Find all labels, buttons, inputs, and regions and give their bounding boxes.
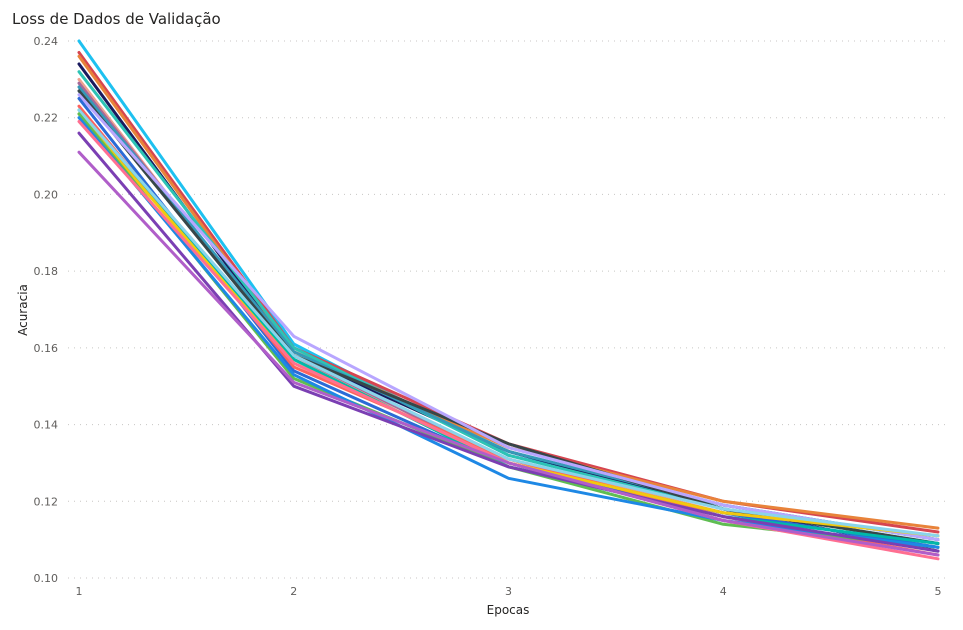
y-axis-ticks: 0.10 0.12 0.14 0.16 0.18 0.20 0.22 0.24 xyxy=(34,35,59,585)
series-line-8 xyxy=(77,85,940,542)
series-line-14 xyxy=(77,112,940,538)
y-tick-label: 0.24 xyxy=(34,35,59,48)
x-axis-ticks: 1 2 3 4 5 xyxy=(76,585,942,598)
series-line-5 xyxy=(77,70,940,545)
series-line-10 xyxy=(77,93,940,542)
x-axis-label: Epocas xyxy=(487,603,530,617)
x-tick-label: 5 xyxy=(935,585,942,598)
y-tick-label: 0.22 xyxy=(34,112,59,125)
x-tick-label: 2 xyxy=(290,585,297,598)
gridlines xyxy=(68,40,948,579)
y-tick-label: 0.18 xyxy=(34,265,59,278)
series-line-15 xyxy=(77,108,940,538)
series-line-18 xyxy=(77,120,940,561)
series-line-16 xyxy=(77,112,940,549)
chart-title: Loss de Dados de Validação xyxy=(12,10,221,28)
series-line-9 xyxy=(77,89,940,545)
series-line-17 xyxy=(77,116,940,549)
y-tick-label: 0.16 xyxy=(34,342,59,355)
series-line-11 xyxy=(77,97,940,549)
y-tick-label: 0.10 xyxy=(34,572,59,585)
x-tick-label: 3 xyxy=(505,585,512,598)
x-tick-label: 4 xyxy=(720,585,727,598)
y-tick-label: 0.20 xyxy=(34,188,59,201)
series-line-19 xyxy=(77,131,940,553)
series-line-20 xyxy=(77,150,940,557)
series-lines xyxy=(77,39,940,561)
y-axis-label: Acuracia xyxy=(16,284,30,336)
y-tick-label: 0.14 xyxy=(34,419,59,432)
y-tick-label: 0.12 xyxy=(34,495,59,508)
x-tick-label: 1 xyxy=(76,585,83,598)
series-line-12 xyxy=(77,104,940,557)
